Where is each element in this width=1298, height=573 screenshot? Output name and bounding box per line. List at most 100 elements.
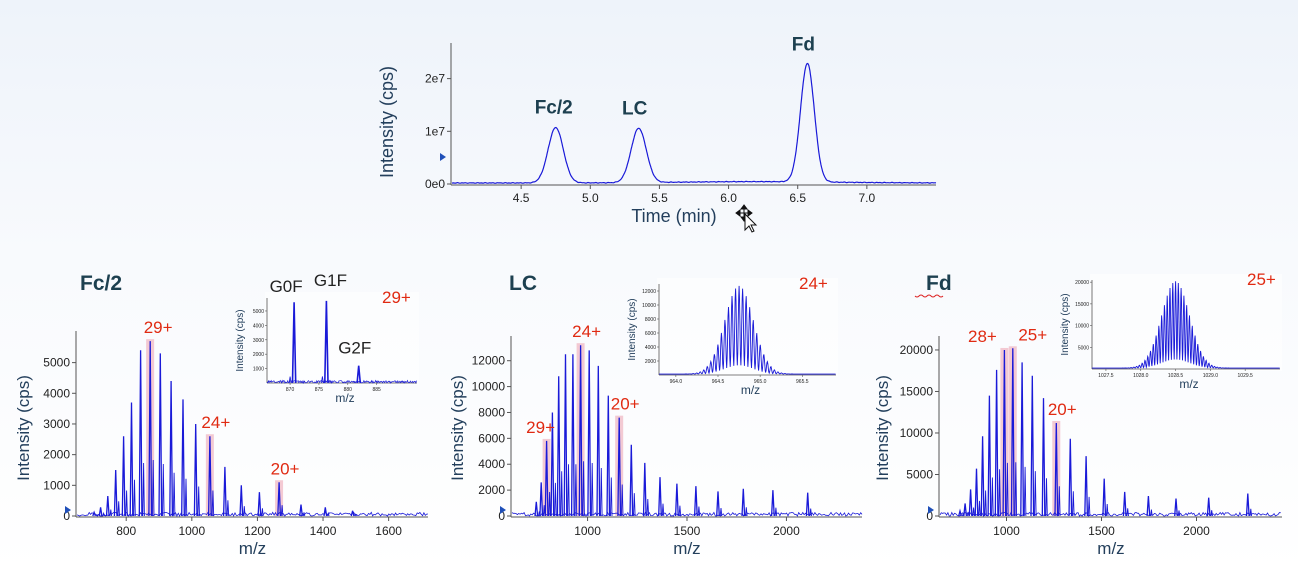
charge-state-peak bbox=[121, 436, 126, 517]
satellite-peak bbox=[574, 464, 578, 517]
charge-state-label: 20+ bbox=[271, 459, 300, 478]
satellite-peak bbox=[226, 500, 230, 517]
charge-state-label: 24+ bbox=[572, 322, 601, 341]
inset-x-axis-title: m/z bbox=[335, 391, 354, 405]
satellite-peak bbox=[211, 490, 215, 517]
charge-state-peak bbox=[129, 402, 134, 517]
satellite-peak bbox=[102, 511, 105, 517]
satellite-peak bbox=[582, 461, 585, 517]
y-tick-label: 0 bbox=[63, 509, 70, 523]
charge-state-peak bbox=[1146, 496, 1151, 517]
y-axis-title: Intensity (cps) bbox=[873, 375, 892, 481]
inset-x-tick-label: 1027.5 bbox=[1098, 373, 1114, 379]
charge-state-peak bbox=[980, 436, 985, 517]
charge-state-peak bbox=[570, 354, 575, 517]
inset-background bbox=[265, 292, 419, 385]
inset-y-tick-label: 2000 bbox=[645, 359, 656, 365]
charge-state-peak bbox=[239, 485, 244, 517]
y-tick-label: 2000 bbox=[43, 448, 70, 462]
inset-y-tick-label: 2000 bbox=[253, 352, 264, 358]
satellite-peak bbox=[109, 509, 113, 517]
satellite-peak bbox=[554, 482, 557, 517]
inset-x-tick-label: 1029.0 bbox=[1203, 373, 1219, 379]
satellite-peak bbox=[590, 462, 594, 517]
y-tick-label: 0 bbox=[498, 509, 505, 523]
y-tick-label: 2e7 bbox=[425, 72, 445, 86]
charge-state-peak bbox=[181, 399, 185, 517]
satellite-peak bbox=[197, 486, 200, 517]
inset-y-tick-label: 4000 bbox=[645, 345, 656, 351]
inset-y-tick-label: 10000 bbox=[642, 303, 656, 309]
inset-y-tick-label: 8000 bbox=[645, 317, 656, 323]
charge-state-peak bbox=[805, 492, 810, 517]
charge-state-peak bbox=[629, 444, 634, 517]
charge-state-peak bbox=[741, 488, 746, 517]
x-axis-title: Time (min) bbox=[631, 206, 716, 226]
y-tick-label: 4000 bbox=[478, 457, 505, 471]
inset-x-tick-label: 870 bbox=[286, 387, 295, 393]
satellite-peak bbox=[646, 498, 650, 517]
satellite-peak bbox=[1150, 509, 1153, 517]
satellite-peak bbox=[745, 507, 748, 517]
charge-state-peak bbox=[193, 423, 198, 517]
satellite-peak bbox=[151, 459, 155, 517]
chromatogram-trace bbox=[451, 62, 937, 184]
spellcheck-underline bbox=[914, 294, 944, 298]
x-tick-label: 1500 bbox=[674, 524, 701, 538]
glycoform-label: G0F bbox=[270, 277, 303, 296]
y-tick-label: 5000 bbox=[906, 467, 933, 481]
inset-x-tick-label: 885 bbox=[372, 387, 381, 393]
zoom-inset: 1027.5 1028.0 1028.5 1029.0 1029.5 5000 10000 1… bbox=[1060, 270, 1282, 391]
x-tick-label: 6.0 bbox=[720, 191, 737, 205]
charge-state-peak bbox=[1084, 456, 1089, 517]
inset-x-tick-label: 875 bbox=[315, 387, 324, 393]
charge-state-peak bbox=[1206, 497, 1211, 517]
isotopic-envelope bbox=[659, 285, 836, 375]
satellite-peak bbox=[1072, 491, 1075, 517]
charge-state-peak bbox=[1002, 349, 1007, 517]
charge-state-label: 29+ bbox=[526, 418, 555, 437]
baseline-arrow-marker bbox=[440, 153, 446, 161]
inset-x-tick-label: 1029.5 bbox=[1238, 373, 1254, 379]
zoom-inset: 870 875 880 885 1000 2000 3000 4000 5000 m/z Inten… bbox=[235, 271, 419, 405]
satellite-peak bbox=[1249, 508, 1253, 517]
charge-state-peak bbox=[674, 483, 679, 517]
charge-state-peak bbox=[958, 508, 962, 517]
satellite-peak bbox=[548, 491, 551, 517]
satellite-peak bbox=[184, 478, 188, 517]
x-tick-label: 1500 bbox=[1088, 524, 1115, 538]
satellite-peak bbox=[1126, 508, 1129, 517]
satellite-peak bbox=[633, 493, 636, 517]
charge-state-peak bbox=[207, 436, 212, 517]
satellite-peak bbox=[809, 508, 812, 517]
y-tick-label: 8000 bbox=[478, 405, 505, 419]
satellite-peak bbox=[991, 477, 994, 517]
x-tick-label: 1600 bbox=[375, 524, 402, 538]
fc2-spectrum-chart: 800 1000 1200 1400 1600 0 1000 2000 3000 4000 5000… bbox=[14, 271, 429, 558]
charge-state-peak bbox=[716, 491, 720, 517]
charge-state-peak bbox=[169, 380, 174, 517]
satellite-peak bbox=[302, 512, 306, 517]
charge-state-peak bbox=[544, 440, 549, 517]
charge-state-peak bbox=[105, 496, 110, 517]
satellite-peak bbox=[966, 511, 970, 517]
satellite-peak bbox=[1006, 462, 1009, 517]
inset-y-tick-label: 4000 bbox=[253, 323, 264, 329]
inset-y-tick-label: 3000 bbox=[253, 338, 264, 344]
inset-y-tick-label: 12000 bbox=[642, 289, 656, 295]
glycoform-peak bbox=[324, 300, 329, 384]
y-tick-label: 0e0 bbox=[425, 177, 445, 191]
satellite-peak bbox=[774, 507, 778, 517]
y-tick-label: 20000 bbox=[900, 343, 934, 357]
inset-x-tick-label: 1028.0 bbox=[1133, 373, 1149, 379]
baseline-arrow-marker bbox=[65, 506, 71, 514]
zoom-inset: 964.0 964.5 965.0 965.5 2000 4000 6000 8000 1000… bbox=[627, 274, 838, 397]
inset-y-tick-label: 15000 bbox=[1075, 302, 1089, 308]
satellite-peak bbox=[125, 490, 128, 517]
satellite-peak bbox=[984, 490, 987, 517]
move-cursor-icon bbox=[735, 204, 758, 233]
inset-x-tick-label: 880 bbox=[344, 387, 353, 393]
charge-state-peak bbox=[693, 486, 698, 517]
charge-state-peak bbox=[1174, 498, 1178, 517]
